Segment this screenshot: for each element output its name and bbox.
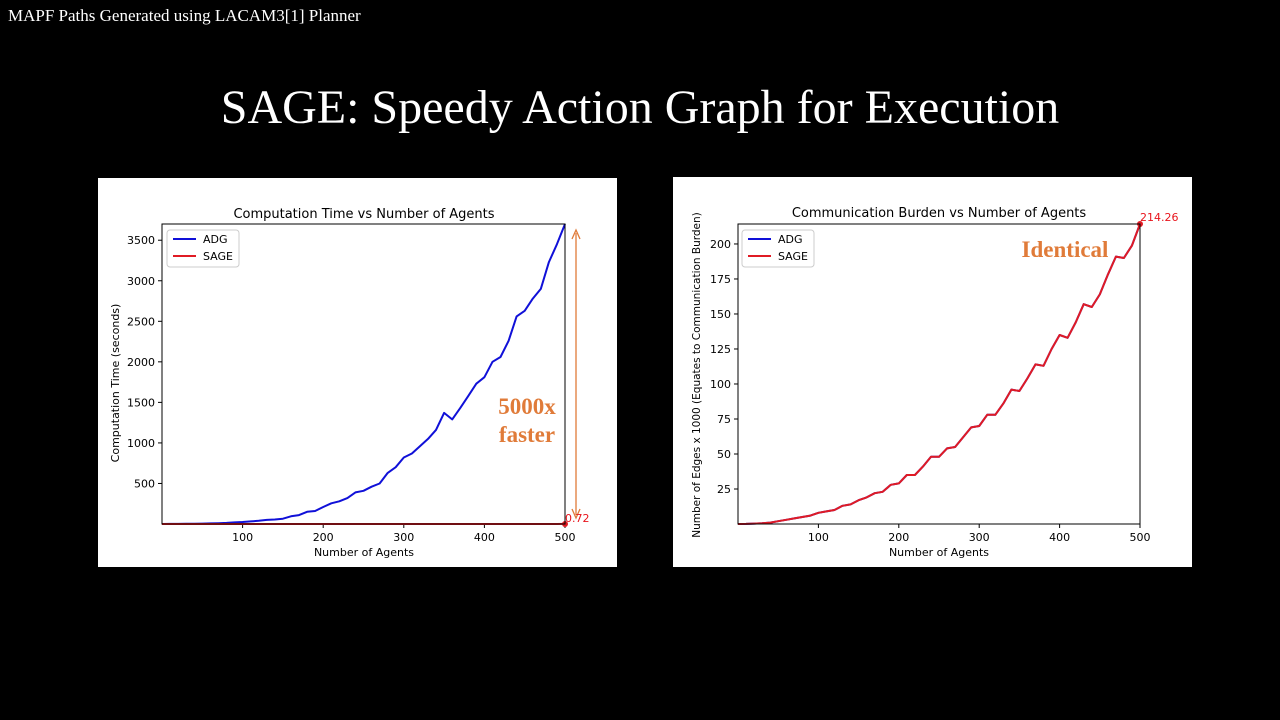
x-tick-label: 100 xyxy=(808,531,829,544)
x-tick-label: 200 xyxy=(313,531,334,544)
identical-annotation: Identical xyxy=(1022,237,1109,262)
series-line-adg xyxy=(161,223,566,525)
y-tick-label: 500 xyxy=(134,477,155,490)
x-tick-label: 300 xyxy=(969,531,990,544)
x-axis-label: Number of Agents xyxy=(889,546,989,559)
slide-caption: MAPF Paths Generated using LACAM3[1] Pla… xyxy=(8,6,361,25)
y-tick-label: 1500 xyxy=(127,396,155,409)
y-tick-label: 175 xyxy=(710,273,731,286)
speedup-annotation-line1: 5000x xyxy=(498,394,556,419)
plot-frame xyxy=(737,223,1141,525)
computation-time-chart-panel: Computation Time vs Number of Agents Num… xyxy=(98,178,617,567)
x-axis-label: Number of Agents xyxy=(314,546,414,559)
x-tick-label: 100 xyxy=(232,531,253,544)
legend-sage-label: SAGE xyxy=(203,250,233,263)
x-tick-label: 400 xyxy=(474,531,495,544)
x-tick-label: 300 xyxy=(393,531,414,544)
chart-title: Communication Burden vs Number of Agents xyxy=(792,206,1087,221)
y-tick-label: 100 xyxy=(710,378,731,391)
legend-sage-label: SAGE xyxy=(778,250,808,263)
legend-adg-label: ADG xyxy=(778,233,803,246)
communication-burden-chart-panel: Communication Burden vs Number of Agents… xyxy=(673,177,1192,567)
y-tick-label: 75 xyxy=(717,413,731,426)
plot-frame xyxy=(161,223,566,525)
computation-time-chart: Computation Time vs Number of Agents Num… xyxy=(109,207,590,559)
legend-adg-label: ADG xyxy=(203,233,228,246)
x-tick-label: 200 xyxy=(888,531,909,544)
legend: ADG SAGE xyxy=(166,229,240,268)
x-tick-label: 500 xyxy=(555,531,576,544)
y-axis-label: Computation Time (seconds) xyxy=(109,304,122,463)
y-tick-label: 50 xyxy=(717,448,731,461)
series-line-adg xyxy=(737,223,1141,525)
y-tick-label: 1000 xyxy=(127,437,155,450)
speedup-arrow xyxy=(571,228,581,520)
y-tick-label: 2500 xyxy=(127,315,155,328)
sage-end-value-label: 0.72 xyxy=(565,512,590,525)
y-axis-label: Number of Edges x 1000 (Equates to Commu… xyxy=(691,212,703,538)
legend: ADG SAGE xyxy=(741,229,815,268)
x-tick-label: 400 xyxy=(1049,531,1070,544)
slide-title: SAGE: Speedy Action Graph for Execution xyxy=(220,81,1060,134)
chart-title: Computation Time vs Number of Agents xyxy=(233,207,494,222)
speedup-annotation-line2: faster xyxy=(499,422,555,447)
y-tick-label: 150 xyxy=(710,308,731,321)
y-tick-label: 3000 xyxy=(127,275,155,288)
y-tick-label: 200 xyxy=(710,238,731,251)
end-value-label: 214.26 xyxy=(1140,211,1179,224)
y-tick-label: 2000 xyxy=(127,356,155,369)
x-tick-label: 500 xyxy=(1130,531,1151,544)
y-tick-label: 3500 xyxy=(127,234,155,247)
series-line-sage xyxy=(737,223,1141,525)
y-tick-label: 25 xyxy=(717,483,731,496)
y-tick-label: 125 xyxy=(710,343,731,356)
communication-burden-chart: Communication Burden vs Number of Agents… xyxy=(691,206,1179,559)
